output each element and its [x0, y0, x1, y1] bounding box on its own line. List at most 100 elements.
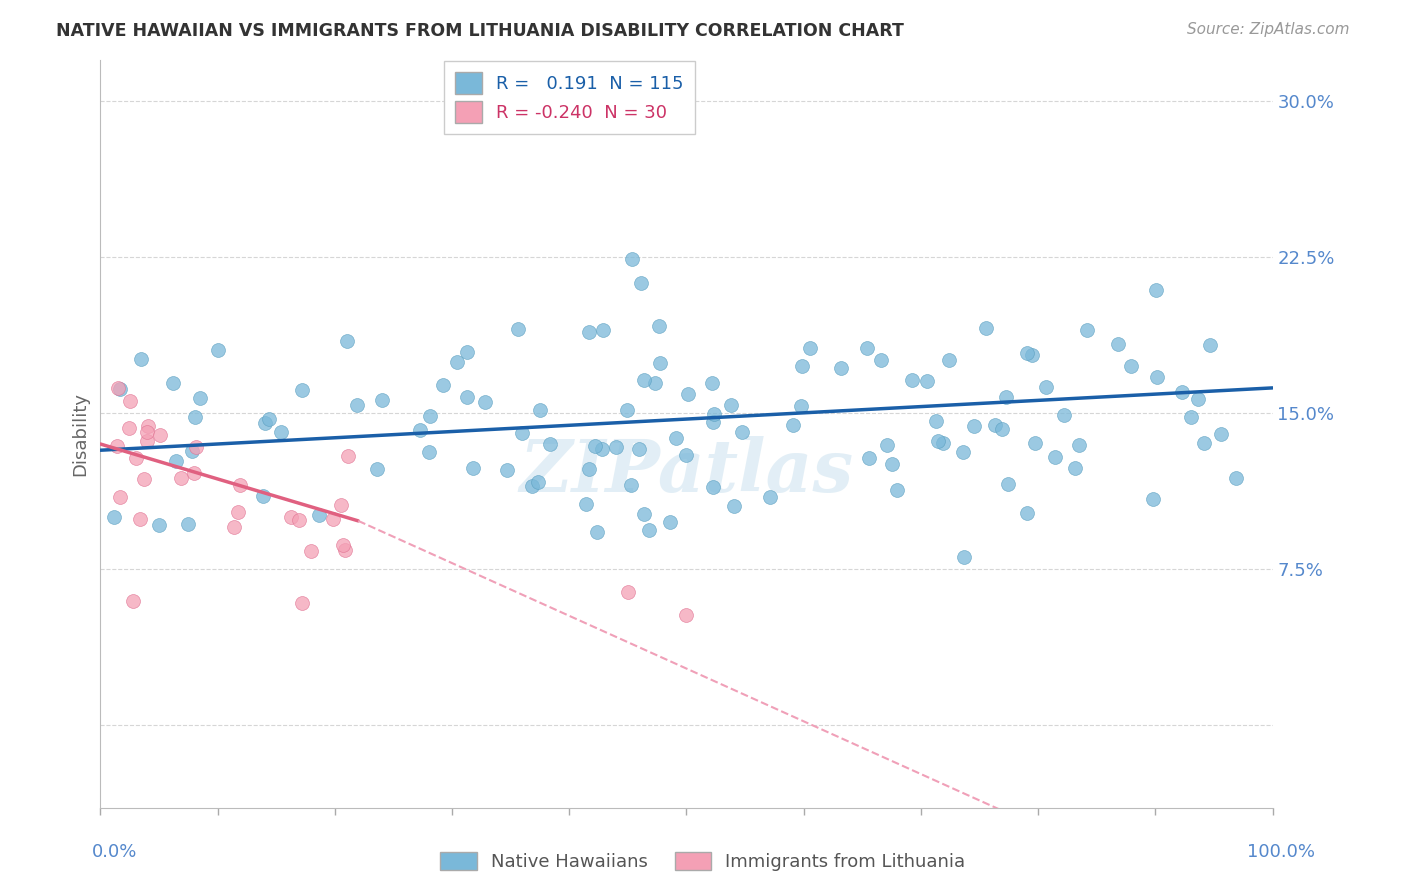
Point [337, 449, 360, 463]
Point [856, 341, 879, 355]
Point [254, 417, 277, 431]
Point [186, 440, 208, 454]
Point [675, 607, 697, 622]
Point [1144, 283, 1167, 297]
Point [180, 444, 202, 458]
Point [1142, 492, 1164, 507]
Point [647, 318, 669, 333]
Point [1035, 380, 1057, 394]
Point [418, 445, 440, 459]
Point [974, 320, 997, 334]
Text: ZIPatlas: ZIPatlas [519, 435, 853, 507]
Point [103, 510, 125, 524]
Point [702, 376, 724, 391]
Point [586, 524, 609, 539]
Point [456, 345, 478, 359]
Point [1225, 471, 1247, 485]
Point [665, 431, 688, 445]
Point [592, 323, 614, 337]
Point [869, 352, 891, 367]
Point [1198, 338, 1220, 352]
Point [633, 507, 655, 521]
Point [782, 418, 804, 433]
Point [136, 418, 159, 433]
Point [188, 391, 211, 405]
Point [291, 383, 314, 397]
Point [129, 352, 152, 367]
Point [723, 499, 745, 513]
Point [125, 450, 148, 465]
Point [118, 393, 141, 408]
Point [346, 398, 368, 412]
Point [575, 497, 598, 511]
Y-axis label: Disability: Disability [72, 392, 89, 475]
Point [329, 498, 352, 512]
Legend: R =   0.191  N = 115, R = -0.240  N = 30: R = 0.191 N = 115, R = -0.240 N = 30 [444, 62, 695, 134]
Point [650, 356, 672, 370]
Point [703, 407, 725, 421]
Point [226, 505, 249, 519]
Point [1015, 506, 1038, 520]
Point [366, 461, 388, 475]
Point [280, 509, 302, 524]
Point [177, 517, 200, 532]
Point [184, 410, 207, 425]
Point [605, 440, 627, 454]
Point [299, 543, 322, 558]
Point [506, 322, 529, 336]
Point [630, 277, 652, 291]
Point [616, 402, 638, 417]
Text: 100.0%: 100.0% [1247, 843, 1315, 861]
Point [526, 475, 548, 489]
Point [107, 381, 129, 395]
Point [1017, 346, 1039, 360]
Point [720, 398, 742, 412]
Point [1053, 408, 1076, 422]
Point [1063, 461, 1085, 475]
Point [1024, 436, 1046, 450]
Text: Source: ZipAtlas.com: Source: ZipAtlas.com [1187, 22, 1350, 37]
Point [621, 252, 644, 266]
Point [108, 491, 131, 505]
Text: NATIVE HAWAIIAN VS IMMIGRANTS FROM LITHUANIA DISABILITY CORRELATION CHART: NATIVE HAWAIIAN VS IMMIGRANTS FROM LITHU… [56, 22, 904, 40]
Point [446, 354, 468, 368]
Point [633, 373, 655, 387]
Point [995, 391, 1018, 405]
Point [207, 343, 229, 357]
Point [229, 477, 252, 491]
Point [731, 425, 754, 440]
Point [927, 434, 949, 449]
Point [336, 334, 359, 349]
Point [997, 477, 1019, 491]
Point [1171, 385, 1194, 400]
Point [162, 376, 184, 390]
Point [659, 515, 682, 529]
Point [963, 419, 986, 434]
Point [529, 403, 551, 417]
Point [1209, 427, 1232, 442]
Point [105, 439, 128, 453]
Point [165, 454, 187, 468]
Point [432, 378, 454, 392]
Text: 0.0%: 0.0% [91, 843, 136, 861]
Point [149, 427, 172, 442]
Point [886, 483, 908, 497]
Point [938, 352, 960, 367]
Point [583, 439, 606, 453]
Point [882, 457, 904, 471]
Point [900, 373, 922, 387]
Point [183, 466, 205, 480]
Point [638, 523, 661, 537]
Point [790, 359, 813, 374]
Point [1192, 435, 1215, 450]
Point [628, 442, 651, 456]
Point [270, 425, 292, 439]
Point [702, 480, 724, 494]
Point [461, 461, 484, 475]
Point [1121, 359, 1143, 374]
Point [170, 471, 193, 485]
Point [538, 437, 561, 451]
Point [644, 376, 666, 390]
Point [1107, 337, 1129, 351]
Point [122, 594, 145, 608]
